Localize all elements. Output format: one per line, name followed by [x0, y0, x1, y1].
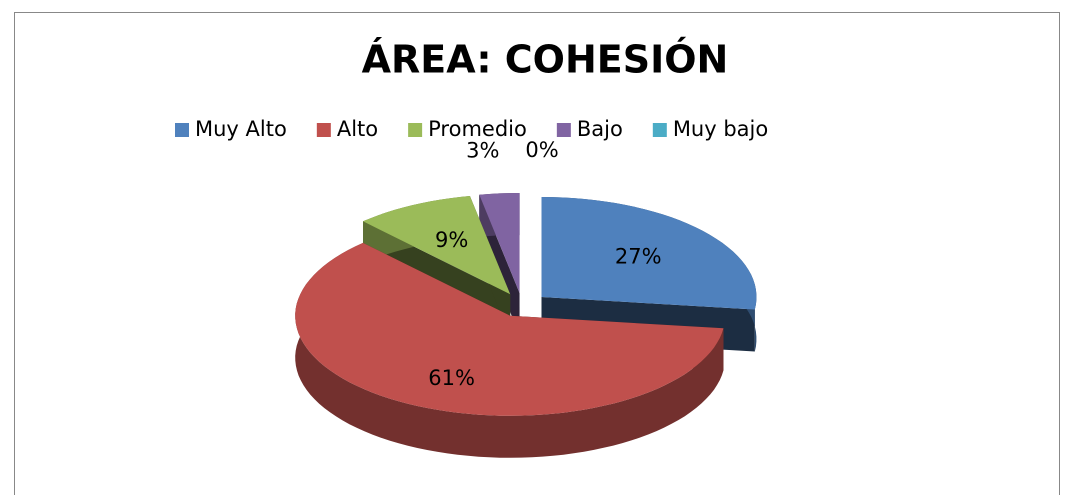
data-label: 27%: [615, 244, 662, 268]
data-label: 0%: [525, 138, 558, 162]
legend-swatch: [175, 123, 189, 137]
slice: [541, 197, 757, 310]
legend: Muy Alto Alto Promedio Bajo Muy bajo: [175, 117, 768, 141]
legend-label: Muy Alto: [195, 117, 287, 141]
slice: [363, 196, 511, 295]
slice: [479, 193, 520, 293]
slice: [295, 242, 724, 416]
labels: 27% 61% 9% 3% 0%: [428, 138, 661, 390]
legend-swatch: [556, 123, 571, 137]
data-label: 61%: [428, 366, 475, 390]
legend-label: Bajo: [577, 117, 623, 141]
slice-side: [295, 242, 724, 458]
legend-swatch: [652, 123, 667, 137]
data-label: 3%: [466, 139, 499, 163]
legend-label: Alto: [337, 117, 378, 141]
legend-swatch: [316, 123, 331, 137]
chart-title: ÁREA: COHESIÓN: [362, 38, 729, 82]
legend-label: Promedio: [428, 117, 527, 141]
pie-tops: [295, 193, 757, 416]
legend-swatch: [408, 123, 423, 137]
data-label: 9%: [435, 228, 468, 252]
legend-label: Muy bajo: [673, 117, 768, 141]
